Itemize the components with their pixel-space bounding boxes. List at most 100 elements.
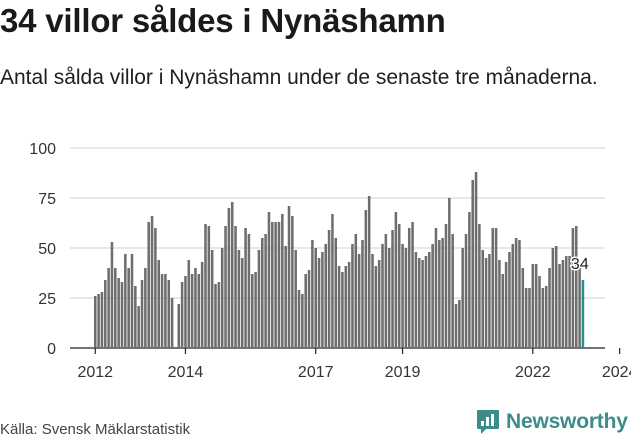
bar	[250, 274, 254, 348]
bar	[424, 256, 428, 348]
bar	[351, 244, 354, 348]
bar	[438, 240, 441, 348]
bar	[104, 280, 107, 348]
bar	[134, 286, 137, 348]
bar	[157, 260, 160, 348]
bar	[414, 252, 418, 348]
bars	[94, 172, 585, 348]
bar	[114, 268, 117, 348]
bar	[120, 282, 124, 348]
data-labels: 34	[569, 255, 590, 275]
bar	[160, 274, 164, 348]
bar	[207, 226, 211, 348]
bar	[177, 304, 181, 348]
bar	[421, 260, 424, 348]
bar	[294, 250, 297, 348]
bar	[140, 280, 144, 348]
bar	[267, 212, 271, 348]
bar	[277, 222, 281, 348]
bar	[374, 266, 378, 348]
bar	[458, 300, 461, 348]
bar	[518, 240, 521, 348]
bar	[544, 286, 548, 348]
bar	[297, 290, 301, 348]
bar	[391, 230, 394, 348]
bar	[230, 202, 234, 348]
bar	[471, 180, 474, 348]
bar	[431, 244, 434, 348]
bar	[220, 248, 224, 348]
bar	[204, 224, 207, 348]
bar	[514, 238, 518, 348]
bar	[147, 222, 150, 348]
bar	[334, 238, 338, 348]
bar	[214, 284, 217, 348]
bar	[217, 282, 221, 348]
bar	[528, 288, 531, 348]
bar	[407, 228, 411, 348]
y-tick-label: 50	[38, 241, 56, 258]
bar	[117, 278, 120, 348]
y-axis-tick-labels: 0 25 50 75 100	[29, 141, 56, 358]
bar	[381, 244, 384, 348]
bar	[498, 260, 501, 348]
newsworthy-logo-icon	[477, 410, 499, 434]
bar	[254, 272, 257, 348]
bar	[524, 288, 528, 348]
bar	[337, 266, 341, 348]
x-axis: 2012 2014 2017 2019 2022 2024	[77, 348, 631, 381]
bar	[394, 212, 398, 348]
bar	[561, 260, 565, 348]
bar	[264, 234, 267, 348]
gridlines	[70, 147, 605, 349]
bar	[127, 268, 130, 348]
bar	[571, 228, 575, 348]
bar	[237, 250, 241, 348]
bar	[504, 262, 508, 348]
bar	[341, 272, 344, 348]
bar	[434, 228, 438, 348]
bar	[324, 244, 328, 348]
bar	[354, 234, 358, 348]
bar	[534, 264, 538, 348]
bar	[311, 240, 314, 348]
bar	[301, 294, 304, 348]
bar	[461, 248, 464, 348]
bar	[164, 274, 167, 348]
bar	[551, 248, 555, 348]
bar	[200, 262, 204, 348]
last-value-label: 34	[571, 256, 589, 273]
bar	[227, 208, 231, 348]
bar	[150, 216, 154, 348]
bar	[371, 254, 374, 348]
bar	[184, 276, 187, 348]
y-tick-label: 25	[38, 291, 56, 308]
chart-subtitle: Antal sålda villor i Nynäshamn under de …	[0, 66, 598, 89]
bar	[478, 224, 481, 348]
bar	[541, 288, 545, 348]
x-tick-label: 2017	[298, 364, 334, 381]
bar	[94, 296, 97, 348]
newsworthy-logo: Newsworthy	[476, 408, 628, 436]
bar	[281, 214, 284, 348]
bar	[468, 212, 471, 348]
bar	[307, 270, 311, 348]
brand-name: Newsworthy	[506, 410, 628, 433]
bar	[511, 244, 515, 348]
bar	[411, 222, 414, 348]
bar	[257, 250, 261, 348]
y-tick-label: 100	[29, 141, 56, 158]
bar	[190, 274, 194, 348]
bar	[194, 268, 197, 348]
bar	[137, 306, 140, 348]
bar	[187, 260, 191, 348]
bar	[327, 230, 331, 348]
bar	[568, 256, 571, 348]
bar	[314, 248, 317, 348]
bar	[448, 198, 451, 348]
chart-title: 34 villor såldes i Nynäshamn	[0, 2, 446, 39]
bar	[197, 274, 201, 348]
bar	[444, 224, 448, 348]
bar	[170, 298, 174, 348]
